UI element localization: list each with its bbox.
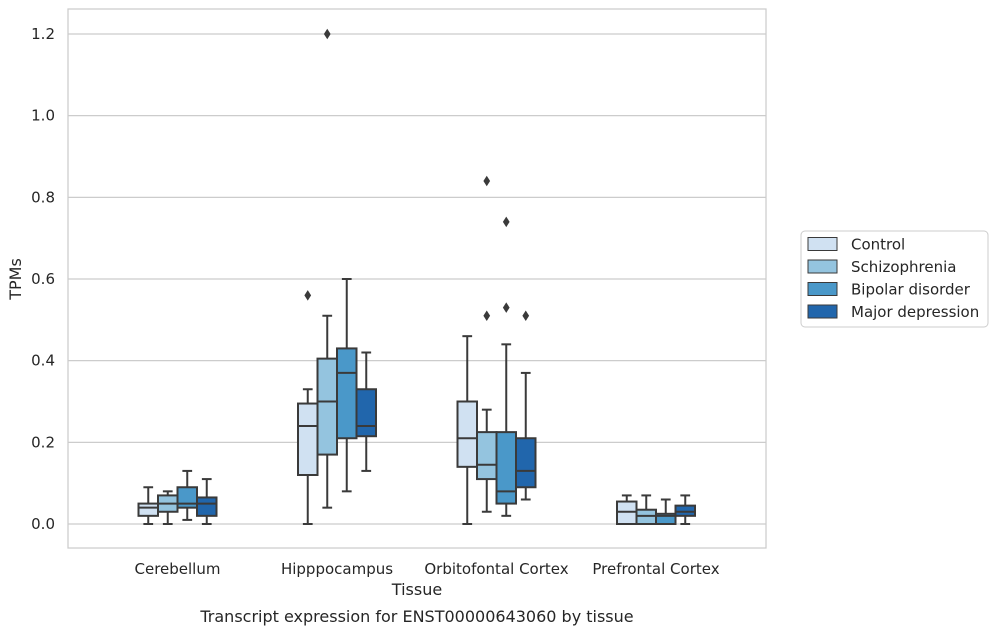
legend-swatch	[807, 304, 838, 319]
legend-label: Control	[851, 236, 905, 254]
box-orbitofontal-cortex	[515, 310, 537, 501]
outlier-point	[502, 216, 510, 228]
box-body	[176, 486, 198, 509]
x-tick-label: Cerebellum	[135, 560, 221, 578]
box-prefrontal-cortex	[674, 494, 696, 525]
box-body	[674, 504, 696, 517]
y-tick-label: 0.6	[31, 270, 55, 288]
box-body	[355, 388, 377, 438]
legend: Control Schizophrenia Bipolar disorder Majo…	[800, 230, 989, 328]
series-major-depression	[196, 310, 696, 525]
legend-label: Major depression	[851, 303, 979, 321]
outlier-point	[502, 302, 510, 313]
y-axis-title: TPMs	[6, 258, 25, 301]
y-tick-label: 1.2	[31, 25, 55, 43]
y-tick-label: 1.0	[31, 107, 55, 125]
y-tick-label: 0.4	[31, 352, 55, 370]
box-body	[297, 402, 319, 476]
x-tick-label: Prefrontal Cortex	[592, 560, 719, 578]
box-body	[196, 496, 218, 517]
x-tick-label: Hipppocampus	[281, 560, 393, 578]
legend-swatch	[807, 282, 838, 296]
box-body	[336, 347, 358, 440]
x-axis-title: Tissue	[391, 580, 442, 599]
legend-swatch	[807, 237, 838, 251]
box-orbitofontal-cortex	[476, 175, 498, 513]
series-schizophrenia	[157, 28, 657, 526]
box-cerebellum	[196, 478, 218, 525]
box-body	[515, 437, 537, 489]
box-series-group	[137, 28, 696, 526]
x-axis-ticks: Cerebellum Hipppocampus Orbitofontal Corte…	[135, 560, 720, 578]
box-body	[137, 502, 159, 517]
legend-frame	[800, 230, 989, 328]
box-cerebellum	[157, 490, 179, 525]
y-gridlines	[68, 33, 766, 525]
plot-area-frame	[67, 8, 767, 549]
box-body	[655, 512, 677, 526]
box-body	[635, 508, 657, 526]
box-body	[616, 500, 638, 525]
outlier-point	[323, 28, 331, 40]
box-body	[456, 400, 478, 468]
outlier-point	[483, 310, 491, 321]
legend-label: Schizophrenia	[851, 258, 956, 276]
box-hipppocampus	[355, 351, 377, 472]
box-body	[495, 431, 517, 505]
series-control	[137, 290, 638, 525]
series-bipolar-disorder	[176, 216, 677, 526]
y-axis-ticks: 0.0 0.2 0.4 0.6 0.8 1.0 1.2	[31, 25, 55, 533]
outlier-point	[304, 290, 312, 301]
y-tick-label: 0.2	[31, 433, 55, 451]
box-prefrontal-cortex	[655, 498, 677, 526]
box-prefrontal-cortex	[635, 494, 657, 526]
outlier-point	[522, 310, 530, 321]
legend-label: Bipolar disorder	[851, 281, 971, 299]
x-tick-label: Orbitofontal Cortex	[424, 560, 568, 578]
figure-caption: Transcript expression for ENST0000064306…	[199, 607, 633, 626]
outlier-point	[483, 175, 491, 187]
legend-swatch	[807, 259, 838, 274]
y-tick-label: 0.0	[31, 515, 55, 533]
box-hipppocampus	[316, 28, 338, 509]
box-body	[316, 357, 338, 456]
box-body	[476, 431, 498, 481]
y-tick-label: 0.8	[31, 188, 55, 206]
box-orbitofontal-cortex	[495, 216, 517, 517]
box-hipppocampus	[297, 290, 319, 525]
box-cerebellum	[137, 486, 159, 525]
